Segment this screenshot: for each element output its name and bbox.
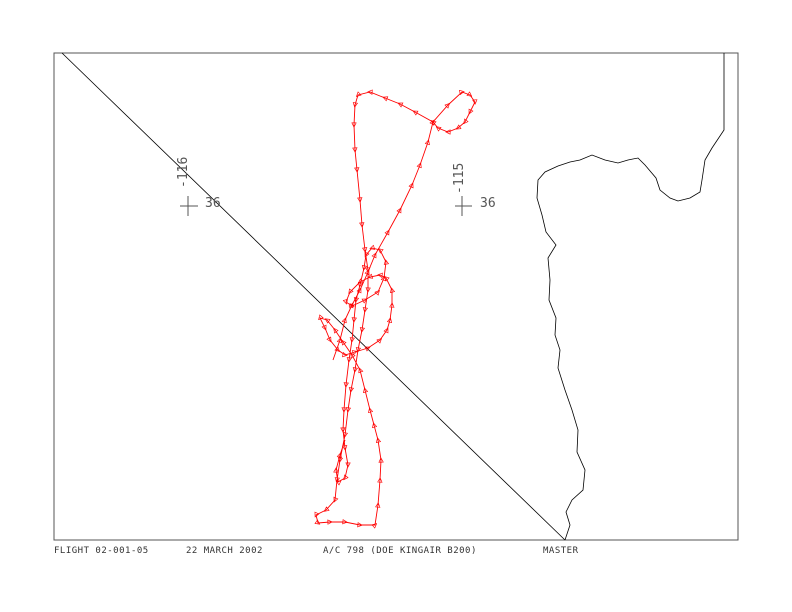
plot-label: MASTER [543,546,579,556]
grid-mark-2-lon: -115 [452,162,467,194]
coastline [536,53,725,541]
flight-date: 22 MARCH 2002 [186,546,263,556]
flight-id: FLIGHT 02-001-05 [54,546,149,556]
grid-mark-1-lon: -116 [176,156,191,188]
map-frame [53,52,739,541]
grid-mark-2-lat: 36 [480,196,496,211]
grid-mark-1 [180,196,198,216]
grid-mark-1-lat: 36 [205,196,221,211]
grid-mark-2 [455,196,472,216]
boundary-line [61,52,566,541]
flight-track [316,92,475,525]
aircraft: A/C 798 (DOE KINGAIR B200) [323,546,477,556]
